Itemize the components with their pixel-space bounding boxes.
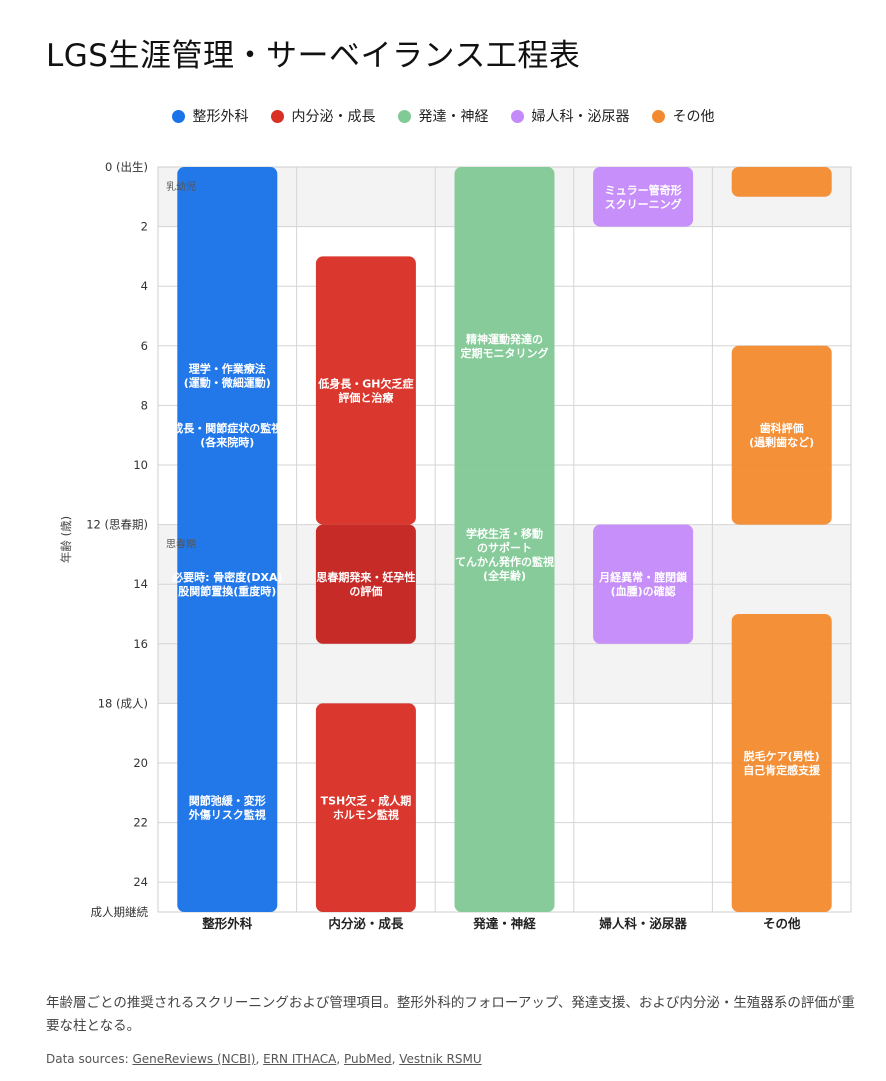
timeline-bar <box>593 167 694 227</box>
legend-label: 整形外科 <box>192 109 249 125</box>
legend-item: 内分泌・成長 <box>270 106 376 126</box>
x-category-label: 婦人科・泌尿器 <box>598 916 687 931</box>
y-axis-label: 年齢 (歳) <box>59 516 73 563</box>
legend-label: その他 <box>672 109 715 125</box>
source-link-ern-ithaca[interactable]: ERN ITHACA <box>263 1052 337 1066</box>
y-tick-label: 8 <box>141 398 148 412</box>
legend-item: 発達・神経 <box>397 106 489 126</box>
bar-label: の評価 <box>349 584 382 598</box>
timeline-bar <box>315 703 416 912</box>
bar-label: 定期モニタリング <box>461 346 549 360</box>
legend-item: 整形外科 <box>171 106 249 126</box>
timeline-bar <box>315 524 416 644</box>
y-tick-label: 6 <box>141 339 148 353</box>
bar-label: TSH欠乏・成人期 <box>321 794 412 808</box>
bar-label: 学校生活・移動 <box>466 526 543 540</box>
x-category-label: その他 <box>763 916 801 931</box>
bar-label: 成長・関節症状の監視 <box>172 421 282 435</box>
legend-label: 内分泌・成長 <box>291 109 376 125</box>
phase-label: 乳幼児 <box>166 180 196 193</box>
bar-label: 脱毛ケア(男性) <box>744 749 820 763</box>
bar-label: 必要時: 骨密度(DXA) <box>171 570 282 584</box>
y-tick-label: 0 (出生) <box>105 160 148 174</box>
x-category-label: 発達・神経 <box>472 916 536 931</box>
source-link-pubmed[interactable]: PubMed <box>343 1052 392 1066</box>
timeline-bar <box>593 524 694 644</box>
bar-label: (運動・微細運動) <box>184 376 271 390</box>
bar-label: てんかん発作の監視 <box>455 554 554 568</box>
legend-item: その他 <box>651 106 715 126</box>
bar-label: (過剰歯など) <box>749 435 814 449</box>
legend-label: 発達・神経 <box>418 109 489 125</box>
bar-label: 股関節置換(重度時) <box>178 584 276 598</box>
bar-label: (各来院時) <box>200 435 254 449</box>
y-tick-label: 18 (成人) <box>98 696 148 710</box>
y-tick-label: 16 <box>133 637 148 651</box>
legend-dot-icon <box>270 109 284 123</box>
source-link-vestnik-rsmu[interactable]: Vestnik RSMU <box>399 1052 482 1066</box>
timeline-bar <box>731 345 832 525</box>
page-title: LGS生涯管理・サーベイランス工程表 <box>46 38 581 74</box>
bar-label: 外傷リスク監視 <box>188 808 266 822</box>
legend-label: 婦人科・泌尿器 <box>531 109 630 125</box>
chart-caption: 年齢層ごとの推奨されるスクリーニングおよび管理項目。整形外科的フォローアップ、発… <box>46 995 855 1034</box>
bar-label: (血腫)の確認 <box>611 584 676 598</box>
bar-label: 精神運動発達の <box>466 332 543 346</box>
source-link-genereviews[interactable]: GeneReviews (NCBI) <box>132 1052 256 1066</box>
y-tick-label: 14 <box>133 577 148 591</box>
x-category-label: 内分泌・成長 <box>328 916 404 931</box>
legend-dot-icon <box>510 109 524 123</box>
bar-label: 理学・作業療法 <box>189 362 266 376</box>
sources-prefix: Data sources: <box>46 1052 133 1066</box>
bar-label: 関節弛緩・変形 <box>189 794 266 808</box>
legend-dot-icon <box>171 109 185 123</box>
legend: 整形外科 内分泌・成長 発達・神経 婦人科・泌尿器 その他 <box>0 106 886 126</box>
bar-label: ミュラー管奇形 <box>605 183 682 197</box>
timeline-bar <box>731 614 832 912</box>
legend-dot-icon <box>397 109 411 123</box>
y-tick-label: 12 (思春期) <box>86 518 148 532</box>
timeline-bar <box>177 167 278 912</box>
phase-label: 思春期 <box>166 539 196 551</box>
bar-label: 歯科評価 <box>760 421 804 435</box>
y-tick-label: 22 <box>133 816 148 830</box>
bar-label: スクリーニング <box>605 197 682 211</box>
data-sources: Data sources: GeneReviews (NCBI), ERN IT… <box>46 1052 482 1066</box>
bar-label: 思春期発来・妊孕性 <box>316 570 415 584</box>
bar-label: 自己肯定感支援 <box>743 763 821 777</box>
y-tick-label: 10 <box>133 458 148 472</box>
y-tick-label: 成人期継続 <box>91 905 149 919</box>
bar-label: (全年齢) <box>483 568 526 582</box>
timeline-bar <box>315 256 416 525</box>
timeline-bar <box>454 167 555 912</box>
timeline-bar <box>731 167 832 197</box>
bar-label: 月経異常・腟閉鎖 <box>598 570 688 584</box>
legend-item: 婦人科・泌尿器 <box>510 106 630 126</box>
y-tick-label: 2 <box>141 220 148 234</box>
bar-label: 評価と治療 <box>338 391 394 405</box>
y-tick-label: 24 <box>133 875 148 889</box>
legend-dot-icon <box>651 109 665 123</box>
bar-label: のサポート <box>477 540 532 554</box>
x-category-label: 整形外科 <box>202 916 253 931</box>
bar-label: ホルモン監視 <box>333 808 399 822</box>
y-tick-label: 4 <box>141 279 148 293</box>
y-tick-label: 20 <box>133 756 148 770</box>
bar-label: 低身長・GH欠乏症 <box>317 377 413 391</box>
